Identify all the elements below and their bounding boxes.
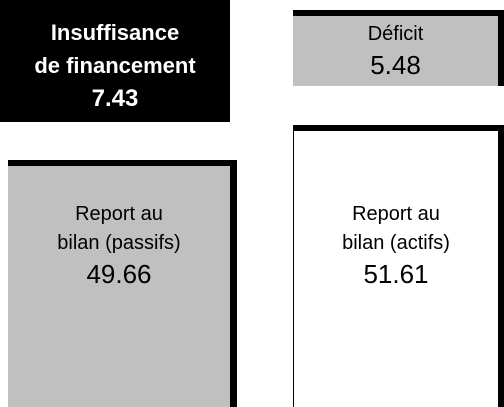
box-label: Insuffisance [50, 20, 180, 45]
box-label: bilan (actifs) [342, 232, 450, 254]
box-label: bilan (passifs) [57, 232, 181, 254]
box: Insuffisance de financement 7.43 [0, 0, 230, 122]
box-value: 49.66 [86, 259, 152, 289]
box-label: Déficit [367, 23, 424, 45]
box-label: Report au [75, 203, 163, 225]
box-value: 5.48 [370, 50, 421, 80]
box-label: Report au [352, 203, 440, 225]
box: Déficit 5.48 [293, 10, 504, 86]
box-label: de financement [34, 53, 196, 78]
box: Report au bilan (passifs) 49.66 [8, 160, 237, 407]
box: Report au bilan (actifs) 51.61 [293, 125, 504, 407]
box-value: 7.43 [91, 85, 139, 112]
box-value: 51.61 [363, 259, 429, 289]
